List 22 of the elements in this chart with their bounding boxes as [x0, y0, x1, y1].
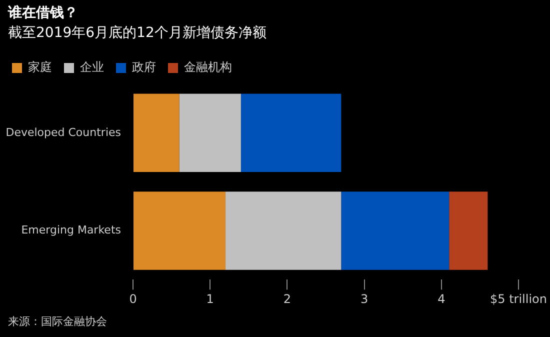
y-tick-label: Emerging Markets [21, 224, 122, 237]
x-tick-label: $5 trillion [490, 292, 548, 306]
bar [134, 94, 180, 172]
x-tick-label: 0 [129, 292, 137, 306]
bar [341, 192, 450, 270]
x-tick-label: 4 [438, 292, 446, 306]
x-tick-label: 3 [360, 292, 368, 306]
bar [240, 94, 342, 172]
legend-label: 金融机构 [184, 60, 232, 74]
chart-subtitle: 截至2019年6月底的12个月新增债务净额 [8, 24, 266, 42]
legend-label: 企业 [80, 60, 104, 74]
bar [449, 192, 488, 270]
bar [134, 192, 226, 270]
legend-label: 政府 [132, 60, 156, 74]
chart-title: 谁在借钱？ [8, 4, 78, 22]
source-note: 来源：国际金融协会 [8, 314, 107, 329]
legend-label: 家庭 [28, 60, 52, 74]
bar [226, 192, 342, 270]
bar [179, 94, 241, 172]
y-tick-label: Developed Countries [6, 126, 122, 139]
x-tick-label: 1 [206, 292, 214, 306]
x-tick-label: 2 [283, 292, 292, 306]
